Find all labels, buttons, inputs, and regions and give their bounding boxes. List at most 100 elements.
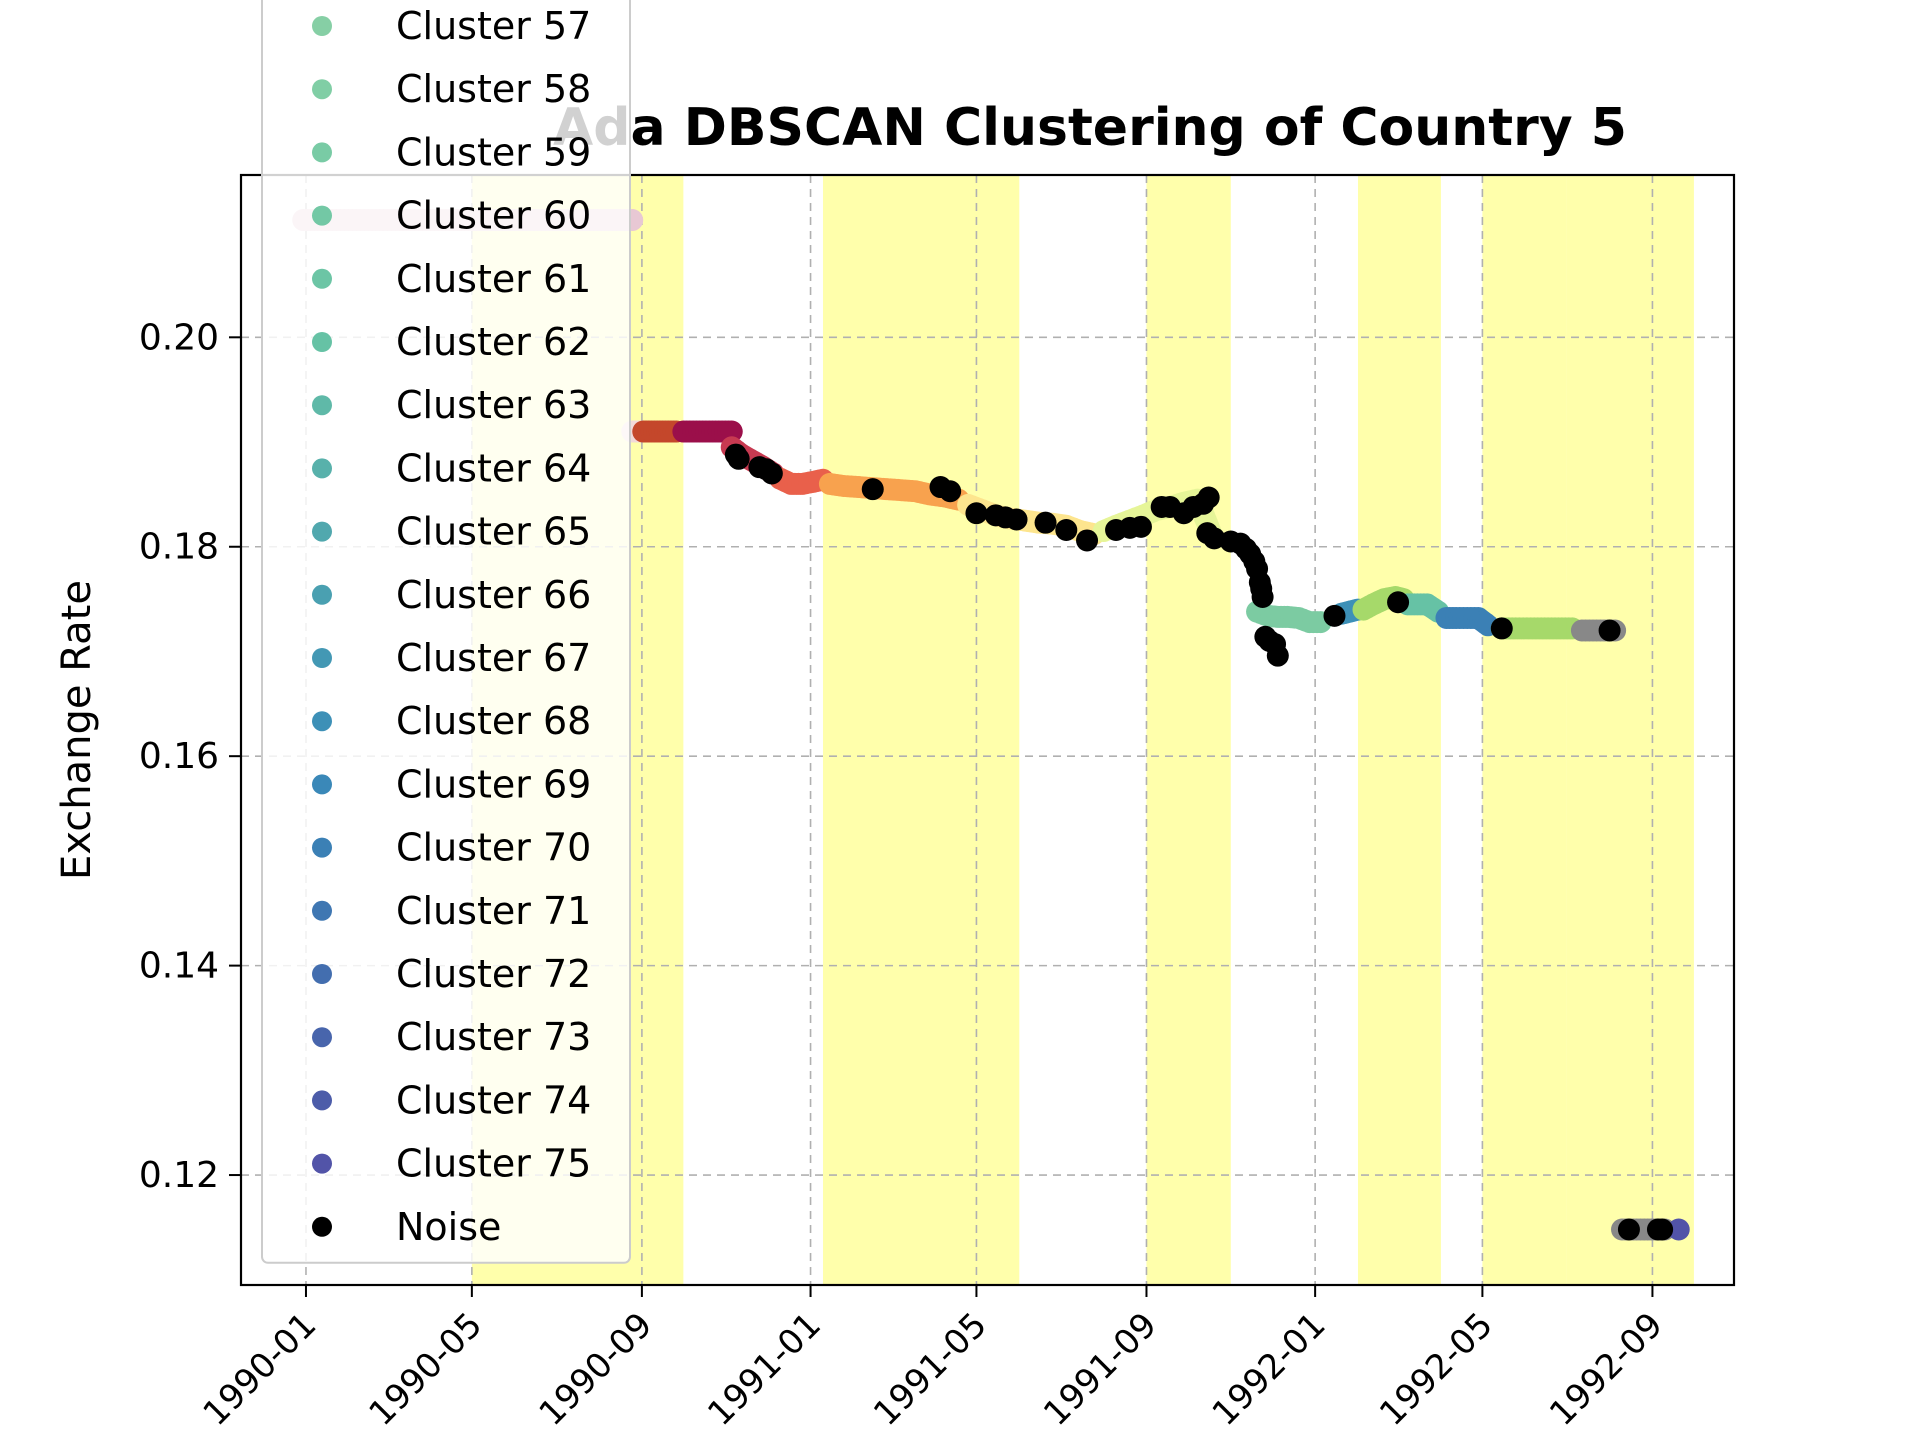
legend-label: Cluster 68 bbox=[396, 699, 591, 743]
noise-point bbox=[939, 480, 962, 503]
cluster-series-5 bbox=[769, 467, 834, 495]
highlight-span-5 bbox=[1566, 175, 1694, 1285]
legend-marker bbox=[312, 1027, 332, 1048]
noise-point bbox=[1076, 529, 1099, 552]
y-axis: 0.12 0.14 0.16 0.18 0.20 bbox=[139, 317, 241, 1196]
legend-label: Cluster 58 bbox=[396, 67, 591, 111]
legend-marker bbox=[312, 584, 332, 605]
y-tick-label: 0.20 bbox=[139, 317, 219, 358]
noise-point bbox=[1266, 644, 1289, 667]
y-tick-label: 0.14 bbox=[139, 946, 219, 987]
highlight-span-4 bbox=[1482, 175, 1567, 1285]
legend-entry: Cluster 59 bbox=[312, 130, 591, 174]
noise-point bbox=[1034, 511, 1057, 534]
legend-marker bbox=[312, 837, 332, 858]
noise-point bbox=[1387, 591, 1410, 614]
noise-points bbox=[724, 443, 1674, 1241]
legend-entry: Cluster 69 bbox=[312, 762, 591, 806]
noise-point bbox=[727, 447, 750, 470]
noise-point bbox=[1203, 527, 1226, 550]
legend-entry: Cluster 68 bbox=[312, 699, 591, 743]
legend-label: Noise bbox=[396, 1205, 501, 1249]
legend-label: Cluster 61 bbox=[396, 257, 591, 301]
legend-entry: Cluster 70 bbox=[312, 826, 591, 870]
y-tick-label: 0.12 bbox=[139, 1155, 219, 1196]
noise-point bbox=[861, 478, 884, 501]
legend-marker bbox=[312, 16, 332, 36]
legend-marker bbox=[312, 711, 332, 732]
legend-label: Cluster 67 bbox=[396, 636, 591, 680]
legend-marker bbox=[312, 268, 332, 289]
noise-point bbox=[1651, 1218, 1674, 1241]
legend-label: Cluster 71 bbox=[396, 889, 591, 933]
legend-label: Cluster 69 bbox=[396, 762, 591, 806]
legend-entry: Cluster 60 bbox=[312, 194, 591, 238]
y-tick-label: 0.16 bbox=[139, 736, 219, 777]
legend-label: Cluster 74 bbox=[396, 1078, 591, 1122]
legend-marker bbox=[312, 900, 332, 921]
legend-label: Cluster 72 bbox=[396, 952, 591, 996]
legend-marker bbox=[312, 964, 332, 984]
legend-marker bbox=[312, 774, 332, 795]
plot-frame bbox=[239, 173, 1736, 1287]
legend-entry: Cluster 62 bbox=[312, 320, 591, 364]
legend-entry: Cluster 75 bbox=[312, 1142, 591, 1186]
cluster-series-17 bbox=[1667, 1218, 1690, 1241]
noise-point bbox=[1129, 515, 1152, 538]
noise-point bbox=[1617, 1218, 1640, 1241]
legend-entry: Cluster 58 bbox=[312, 67, 591, 111]
legend-marker bbox=[312, 142, 332, 163]
chart-title: Ada DBSCAN Clustering of Country 5 bbox=[553, 98, 1627, 158]
legend-entry: Cluster 73 bbox=[312, 1015, 591, 1059]
legend-marker bbox=[312, 332, 332, 352]
legend-entry: Cluster 57 bbox=[312, 4, 591, 48]
legend-label: Cluster 59 bbox=[396, 130, 591, 174]
data-point bbox=[720, 420, 743, 443]
legend-label: Cluster 63 bbox=[396, 383, 591, 427]
legend-marker bbox=[312, 648, 332, 668]
highlight-span-2 bbox=[1146, 175, 1231, 1285]
legend-entry: Cluster 74 bbox=[312, 1078, 591, 1122]
cluster-series-3 bbox=[672, 420, 743, 443]
legend-label: Cluster 75 bbox=[396, 1142, 591, 1186]
noise-point bbox=[965, 502, 988, 525]
legend-marker bbox=[312, 205, 332, 226]
noise-point bbox=[760, 462, 783, 485]
legend-entry: Cluster 63 bbox=[312, 383, 591, 427]
noise-point bbox=[1251, 586, 1274, 609]
data-point bbox=[1667, 1218, 1690, 1241]
legend-entry: Cluster 64 bbox=[312, 446, 591, 490]
highlight-span-1 bbox=[822, 175, 1020, 1285]
legend-marker bbox=[312, 1153, 332, 1174]
legend-label: Cluster 66 bbox=[396, 573, 591, 617]
legend-label: Cluster 62 bbox=[396, 320, 591, 364]
legend-marker bbox=[312, 521, 332, 542]
noise-point bbox=[1055, 518, 1078, 541]
noise-point bbox=[1005, 508, 1028, 531]
legend-label: Cluster 73 bbox=[396, 1015, 591, 1059]
legend-entry: Cluster 61 bbox=[312, 257, 591, 301]
legend-entry: Cluster 65 bbox=[312, 510, 591, 554]
legend-box bbox=[261, 0, 631, 1264]
legend-entry: Cluster 66 bbox=[312, 573, 591, 617]
legend-label: Cluster 64 bbox=[396, 446, 591, 490]
legend-label: Cluster 60 bbox=[396, 194, 591, 238]
legend-marker bbox=[312, 395, 332, 416]
legend-marker bbox=[312, 1216, 332, 1237]
noise-point bbox=[1598, 619, 1621, 642]
legend-entry: Cluster 67 bbox=[312, 636, 591, 680]
legend-label: Cluster 70 bbox=[396, 826, 591, 870]
noise-point bbox=[1197, 486, 1220, 509]
noise-point bbox=[1490, 617, 1513, 640]
y-axis-label: Exchange Rate bbox=[54, 580, 100, 880]
legend-entry: Cluster 72 bbox=[312, 952, 591, 996]
legend-label: Cluster 57 bbox=[396, 4, 591, 48]
legend-label: Cluster 65 bbox=[396, 510, 591, 554]
legend: Cluster 57 Cluster 58 Cluster 59 Cluster 60… bbox=[261, 0, 631, 1264]
legend-marker bbox=[312, 1090, 332, 1111]
noise-point bbox=[1323, 604, 1346, 627]
highlight-span-3 bbox=[1357, 175, 1441, 1285]
cluster-series-9 bbox=[1246, 600, 1332, 634]
legend-entry: Noise bbox=[312, 1205, 501, 1249]
